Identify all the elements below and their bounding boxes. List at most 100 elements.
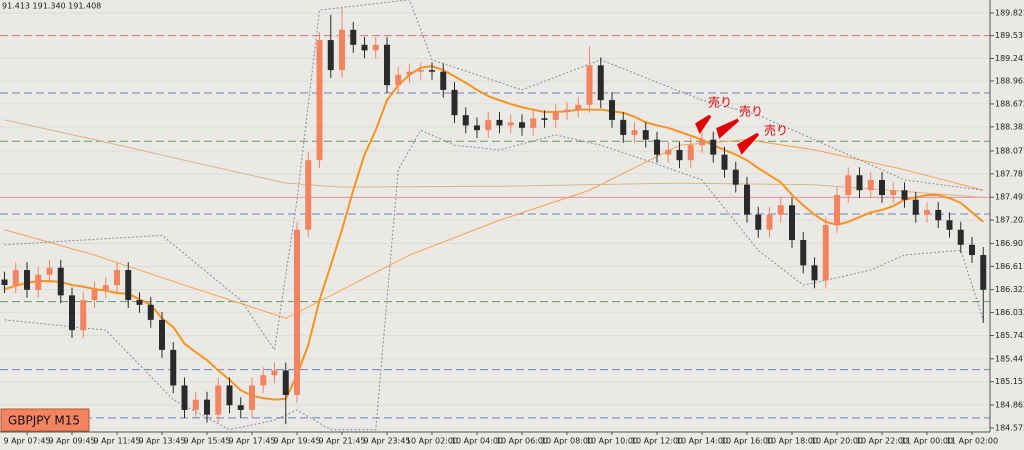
candle-body <box>125 270 132 301</box>
symbol-box <box>0 408 90 432</box>
candle-body <box>564 109 570 112</box>
x-tick-label: 10 Apr 18:00 <box>766 437 818 446</box>
x-tick-label: 10 Apr 04:00 <box>451 437 503 446</box>
candle-body <box>609 100 615 120</box>
candle-body <box>631 130 638 135</box>
candle-body <box>147 304 154 320</box>
candle-body <box>654 139 660 155</box>
candle-body <box>957 229 964 245</box>
y-tick-label: 184.572 <box>995 423 1024 432</box>
candle-body <box>192 399 199 410</box>
candle-body <box>69 295 75 331</box>
arrow <box>716 118 739 139</box>
candle-body <box>350 29 357 45</box>
candle-body <box>406 71 413 75</box>
x-tick-label: 10 Apr 06:00 <box>496 437 548 446</box>
x-tick-label: 9 Apr 19:45 <box>273 437 320 446</box>
candle-body <box>946 220 953 230</box>
candle-body <box>867 179 874 191</box>
y-tick-label: 187.492 <box>995 193 1024 202</box>
candle-body <box>890 190 897 195</box>
candle-body <box>732 169 739 185</box>
candle-body <box>496 119 503 126</box>
candle-body <box>417 70 424 72</box>
candle-body <box>586 65 593 105</box>
y-tick-label: 185.742 <box>995 331 1024 340</box>
y-tick-label: 188.077 <box>995 146 1024 155</box>
x-tick-label: 11 Apr 00:00 <box>901 437 953 446</box>
candle-body <box>57 267 64 296</box>
moving-average-20 <box>4 65 984 401</box>
y-tick-label: 186.617 <box>995 262 1024 271</box>
y-tick-label: 184.862 <box>995 401 1024 410</box>
candle-body <box>327 40 334 71</box>
x-tick-label: 9 Apr 21:45 <box>318 437 365 446</box>
candle-body <box>384 44 390 86</box>
x-tick-label: 9 Apr 23:45 <box>363 437 410 446</box>
candle-body <box>800 240 807 266</box>
x-tick-label: 9 Apr 17:45 <box>228 437 275 446</box>
annotation: 売り <box>739 104 763 119</box>
y-tick-label: 189.247 <box>995 54 1024 63</box>
bollinger-band <box>4 129 984 431</box>
y-tick-label: 188.672 <box>995 99 1024 108</box>
candle-body <box>339 29 345 71</box>
candle-body <box>12 270 19 286</box>
candle-body <box>642 130 649 140</box>
candle-body <box>789 205 795 241</box>
x-tick-label: 10 Apr 10:00 <box>586 437 638 446</box>
candle-body <box>170 349 177 386</box>
candle-body <box>935 209 942 221</box>
y-tick-label: 189.823 <box>995 8 1024 17</box>
candle-body <box>912 199 919 215</box>
candle-body <box>102 285 109 290</box>
arrow <box>737 132 760 155</box>
candle-body <box>777 205 784 215</box>
y-tick-label: 188.962 <box>995 77 1024 86</box>
y-tick-label: 186.032 <box>995 308 1024 317</box>
plot-area <box>0 0 990 432</box>
candle-body <box>237 405 244 410</box>
plot-layer <box>0 0 990 431</box>
candle-body <box>1 279 8 286</box>
candle-body <box>507 122 514 126</box>
y-tick-label: 186.322 <box>995 285 1024 294</box>
candle-body <box>766 214 773 230</box>
x-tick-label: 10 Apr 16:00 <box>721 437 773 446</box>
candle-body <box>552 111 559 120</box>
x-tick-label: 10 Apr 02:00 <box>406 437 458 446</box>
candle-body <box>845 175 852 195</box>
candle-body <box>226 385 233 406</box>
candle-body <box>699 139 705 146</box>
candle-body <box>924 209 930 215</box>
x-tick-label: 10 Apr 14:00 <box>676 437 728 446</box>
candle-body <box>519 122 525 128</box>
candle-body <box>575 104 582 110</box>
annotation: 売り <box>764 123 788 138</box>
candle-body <box>91 289 98 301</box>
annotation: 売り <box>708 95 732 110</box>
candle-body <box>822 225 829 281</box>
candle-body <box>856 175 863 191</box>
y-tick-label: 187.787 <box>995 169 1024 178</box>
y-tick-label: 185.157 <box>995 377 1024 386</box>
candle-body <box>969 244 975 256</box>
candle-body <box>665 149 672 155</box>
annotation-arrows <box>695 114 760 155</box>
candle-body <box>980 255 987 290</box>
candle-body <box>755 214 762 230</box>
x-tick-label: 9 Apr 09:45 <box>48 437 95 446</box>
candle-body <box>451 89 458 116</box>
y-tick-label: 188.382 <box>995 122 1024 131</box>
x-tick-label: 10 Apr 12:00 <box>631 437 683 446</box>
y-tick-label: 186.907 <box>995 239 1024 248</box>
candle-body <box>159 319 165 350</box>
candle-body <box>541 118 548 120</box>
candle-body <box>46 267 53 275</box>
candle-body <box>462 115 469 126</box>
x-tick-label: 10 Apr 20:00 <box>811 437 863 446</box>
candle-body <box>181 385 188 410</box>
candle-body <box>294 229 300 395</box>
